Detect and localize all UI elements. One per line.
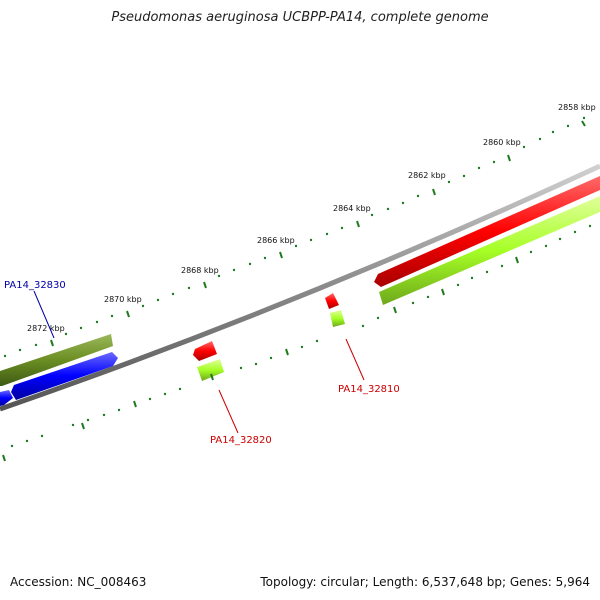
gene-blue-large [11,352,118,400]
gene-label-pa14-32830[interactable]: PA14_32830 [4,280,66,291]
gene-label-pa14-32820[interactable]: PA14_32820 [210,435,272,446]
label-leader-32830 [33,290,55,339]
reverse-genes [0,196,600,406]
gene-blue-edge [0,390,13,406]
genome-backbone [0,163,600,412]
page-title: Pseudomonas aeruginosa UCBPP-PA14, compl… [111,10,489,25]
outer-tick-ring [3,116,586,358]
genome-summary-text: Topology: circular; Length: 6,537,648 bp… [260,575,590,589]
forward-genes [0,176,600,386]
gene-lime-large [379,196,600,305]
kbp-label: 2858 kbp [558,103,596,112]
kbp-label: 2870 kbp [104,295,142,304]
kbp-label: 2860 kbp [483,138,521,147]
inner-tick-ring [10,224,592,448]
kbp-label: 2864 kbp [333,204,371,213]
kbp-label: 2872 kbp [27,324,65,333]
gene-olive [0,334,113,386]
kbp-label: 2866 kbp [257,236,295,245]
gene-label-pa14-32810[interactable]: PA14_32810 [338,384,400,395]
gene-red-large [374,176,600,287]
kbp-label: 2862 kbp [408,171,446,180]
kbp-label: 2868 kbp [181,266,219,275]
outer-major-ticks [50,120,586,347]
gene-lime-small [330,310,345,327]
gene-lime-32820 [197,359,224,381]
gene-red-32820 [193,341,217,361]
gene-labels: PA14_32830 PA14_32820 PA14_32810 [4,280,400,446]
label-leader-32820 [218,389,239,434]
gene-red-small [325,293,339,309]
accession-text: Accession: NC_008463 [10,575,147,589]
label-leader-32810 [345,338,365,381]
inner-major-ticks [2,256,519,462]
